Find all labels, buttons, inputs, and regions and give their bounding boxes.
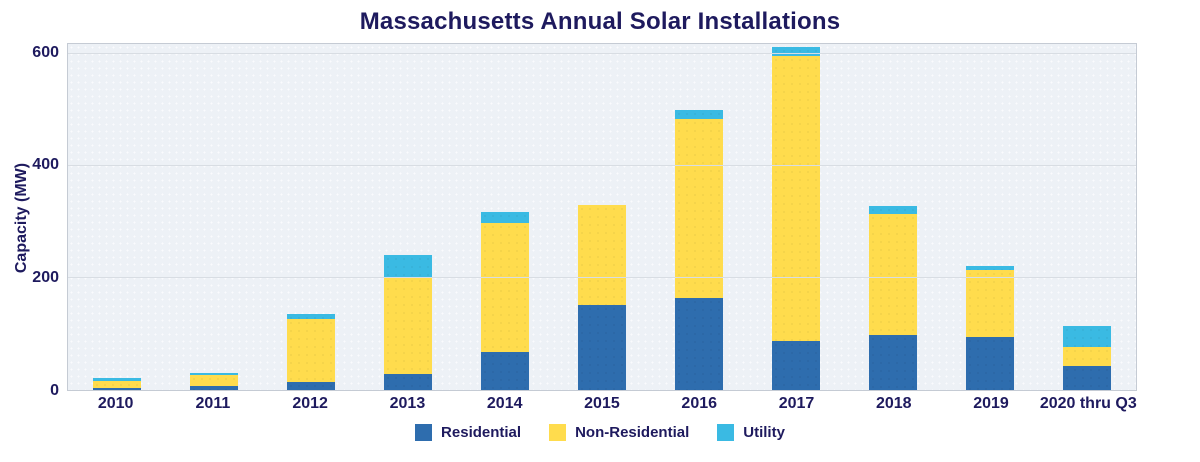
bar-segment-utility-2010 [92,378,141,382]
legend: Residential Non-Residential Utility [0,424,1200,441]
bar-slot-2016 [651,44,748,390]
stacked-bar-2010 [92,44,141,390]
bar-segment-non-residential-2014 [480,222,529,353]
gridline-200 [68,276,1136,278]
bar-slot-2012 [262,44,359,390]
bar-segment-utility-2016 [675,110,724,120]
bar-segment-residential-2019 [966,337,1015,390]
bar-segment-residential-2013 [383,373,432,390]
x-label-2018: 2018 [875,395,912,412]
x-label-2013: 2013 [389,395,426,412]
bar-segment-utility-2014 [480,211,529,223]
x-label-2010: 2010 [97,395,134,412]
bar-segment-utility-2011 [189,372,238,376]
bar-segment-non-residential-2013 [383,277,432,374]
legend-swatch-utility [717,424,735,441]
stacked-bar-2015 [578,44,627,390]
bar-slot-2014 [456,44,553,390]
bar-segment-non-residential-2012 [286,319,335,382]
stacked-bar-2017 [772,44,821,390]
bar-segment-non-residential-2020-thru-q3 [1063,347,1112,367]
bar-segment-utility-2019 [966,266,1015,271]
bar-slot-2013 [359,44,456,390]
legend-swatch-non-residential [549,424,567,441]
legend-label-residential: Residential [441,424,522,441]
bar-segment-residential-2011 [189,386,238,390]
x-label-2011: 2011 [195,395,231,412]
stacked-bar-2013 [383,44,432,390]
legend-swatch-residential [415,424,433,441]
bar-segment-utility-2012 [286,314,335,320]
bar-segment-non-residential-2018 [869,213,918,336]
bar-segment-utility-2017 [772,47,821,57]
y-tick-label-200: 200 [32,269,59,287]
y-tick-label-600: 600 [32,43,59,61]
bar-segment-residential-2014 [480,352,529,390]
bar-segment-residential-2018 [869,335,918,390]
bars-container [68,44,1136,390]
bar-segment-residential-2015 [578,305,627,390]
bar-segment-utility-2020-thru-q3 [1063,326,1112,348]
bar-slot-2018 [845,44,942,390]
bar-segment-residential-2016 [675,298,724,390]
bar-slot-2015 [553,44,650,390]
x-label-2017: 2017 [778,395,815,412]
bar-segment-residential-2012 [286,381,335,390]
x-label-2014: 2014 [486,395,523,412]
bar-slot-2010 [68,44,165,390]
gridline-600 [68,52,1136,54]
bar-segment-non-residential-2011 [189,375,238,387]
bar-slot-2020-thru-q3 [1039,44,1136,390]
bar-segment-non-residential-2016 [675,119,724,299]
bar-segment-residential-2020-thru-q3 [1063,366,1112,390]
stacked-bar-2016 [675,44,724,390]
x-label-2016: 2016 [681,395,718,412]
x-label-2020-thru-q3: 2020 thru Q3 [1039,395,1137,412]
x-label-2012: 2012 [292,395,328,412]
stacked-bar-2020-thru-q3 [1063,44,1112,390]
plot-area [67,43,1137,391]
bar-segment-utility-2013 [383,254,432,278]
bar-segment-non-residential-2017 [772,56,821,342]
y-tick-label-400: 400 [32,156,59,174]
stacked-bar-2019 [966,44,1015,390]
stacked-bar-2011 [189,44,238,390]
y-tick-label-0: 0 [50,382,59,399]
legend-label-non-residential: Non-Residential [575,424,690,441]
stacked-bar-2014 [480,44,529,390]
bar-segment-non-residential-2015 [578,204,627,306]
legend-label-utility: Utility [743,424,785,441]
bar-slot-2017 [748,44,845,390]
gridline-400 [68,164,1136,166]
stacked-bar-2012 [286,44,335,390]
bar-segment-residential-2010 [92,388,141,390]
bar-segment-residential-2017 [772,341,821,390]
legend-item-utility: Utility [717,424,785,441]
x-axis-labels: 2010 2011 2012 2013 2014 2015 2016 2017 2018 2019… [67,395,1137,413]
stacked-bar-2018 [869,44,918,390]
x-label-2015: 2015 [584,395,620,412]
x-label-2019: 2019 [973,395,1009,412]
chart-title: Massachusetts Annual Solar Installations [359,8,841,35]
legend-item-non-residential: Non-Residential [549,424,689,441]
bar-slot-2011 [165,44,262,390]
bar-segment-utility-2018 [869,206,918,214]
bar-segment-non-residential-2019 [966,270,1015,338]
legend-item-residential: Residential [415,424,521,441]
bar-segment-non-residential-2010 [92,381,141,389]
bar-slot-2019 [942,44,1039,390]
